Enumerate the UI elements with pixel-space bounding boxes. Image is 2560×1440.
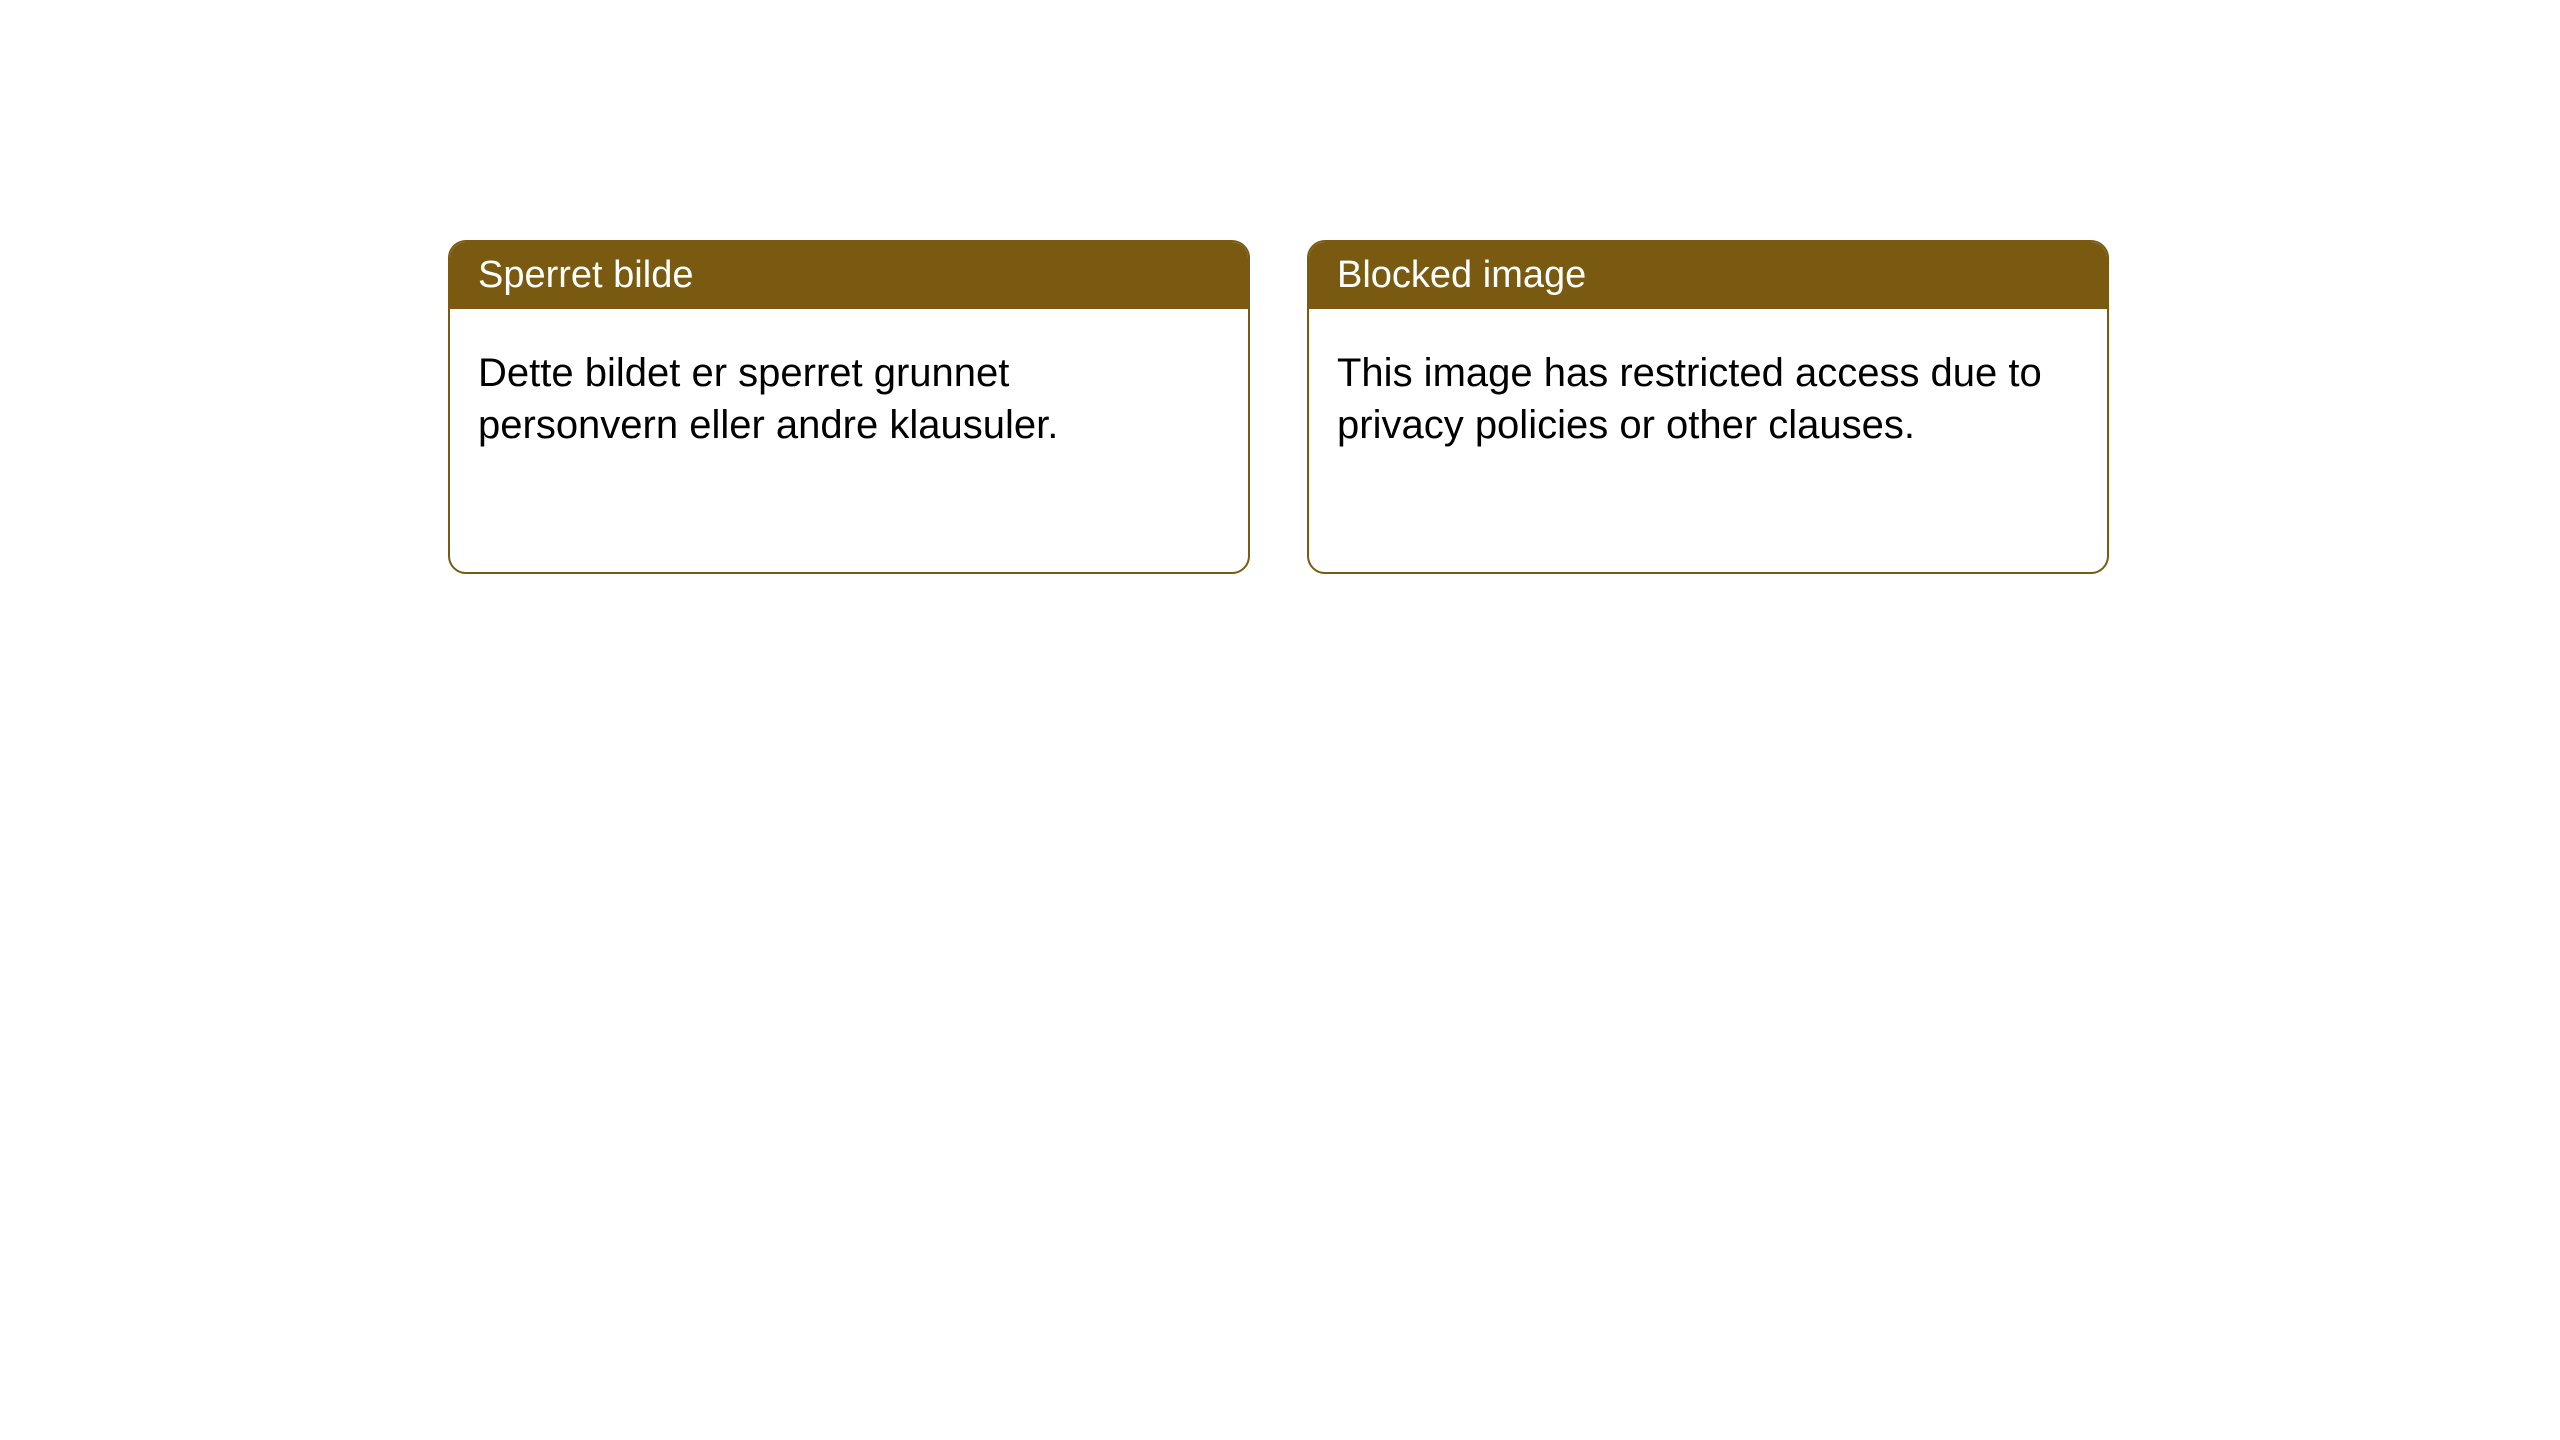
notice-header: Sperret bilde bbox=[450, 242, 1248, 309]
notice-body: Dette bildet er sperret grunnet personve… bbox=[450, 309, 1248, 489]
notice-body: This image has restricted access due to … bbox=[1309, 309, 2107, 489]
notice-card-norwegian: Sperret bilde Dette bildet er sperret gr… bbox=[448, 240, 1250, 574]
notice-container: Sperret bilde Dette bildet er sperret gr… bbox=[0, 0, 2560, 574]
notice-card-english: Blocked image This image has restricted … bbox=[1307, 240, 2109, 574]
notice-header: Blocked image bbox=[1309, 242, 2107, 309]
